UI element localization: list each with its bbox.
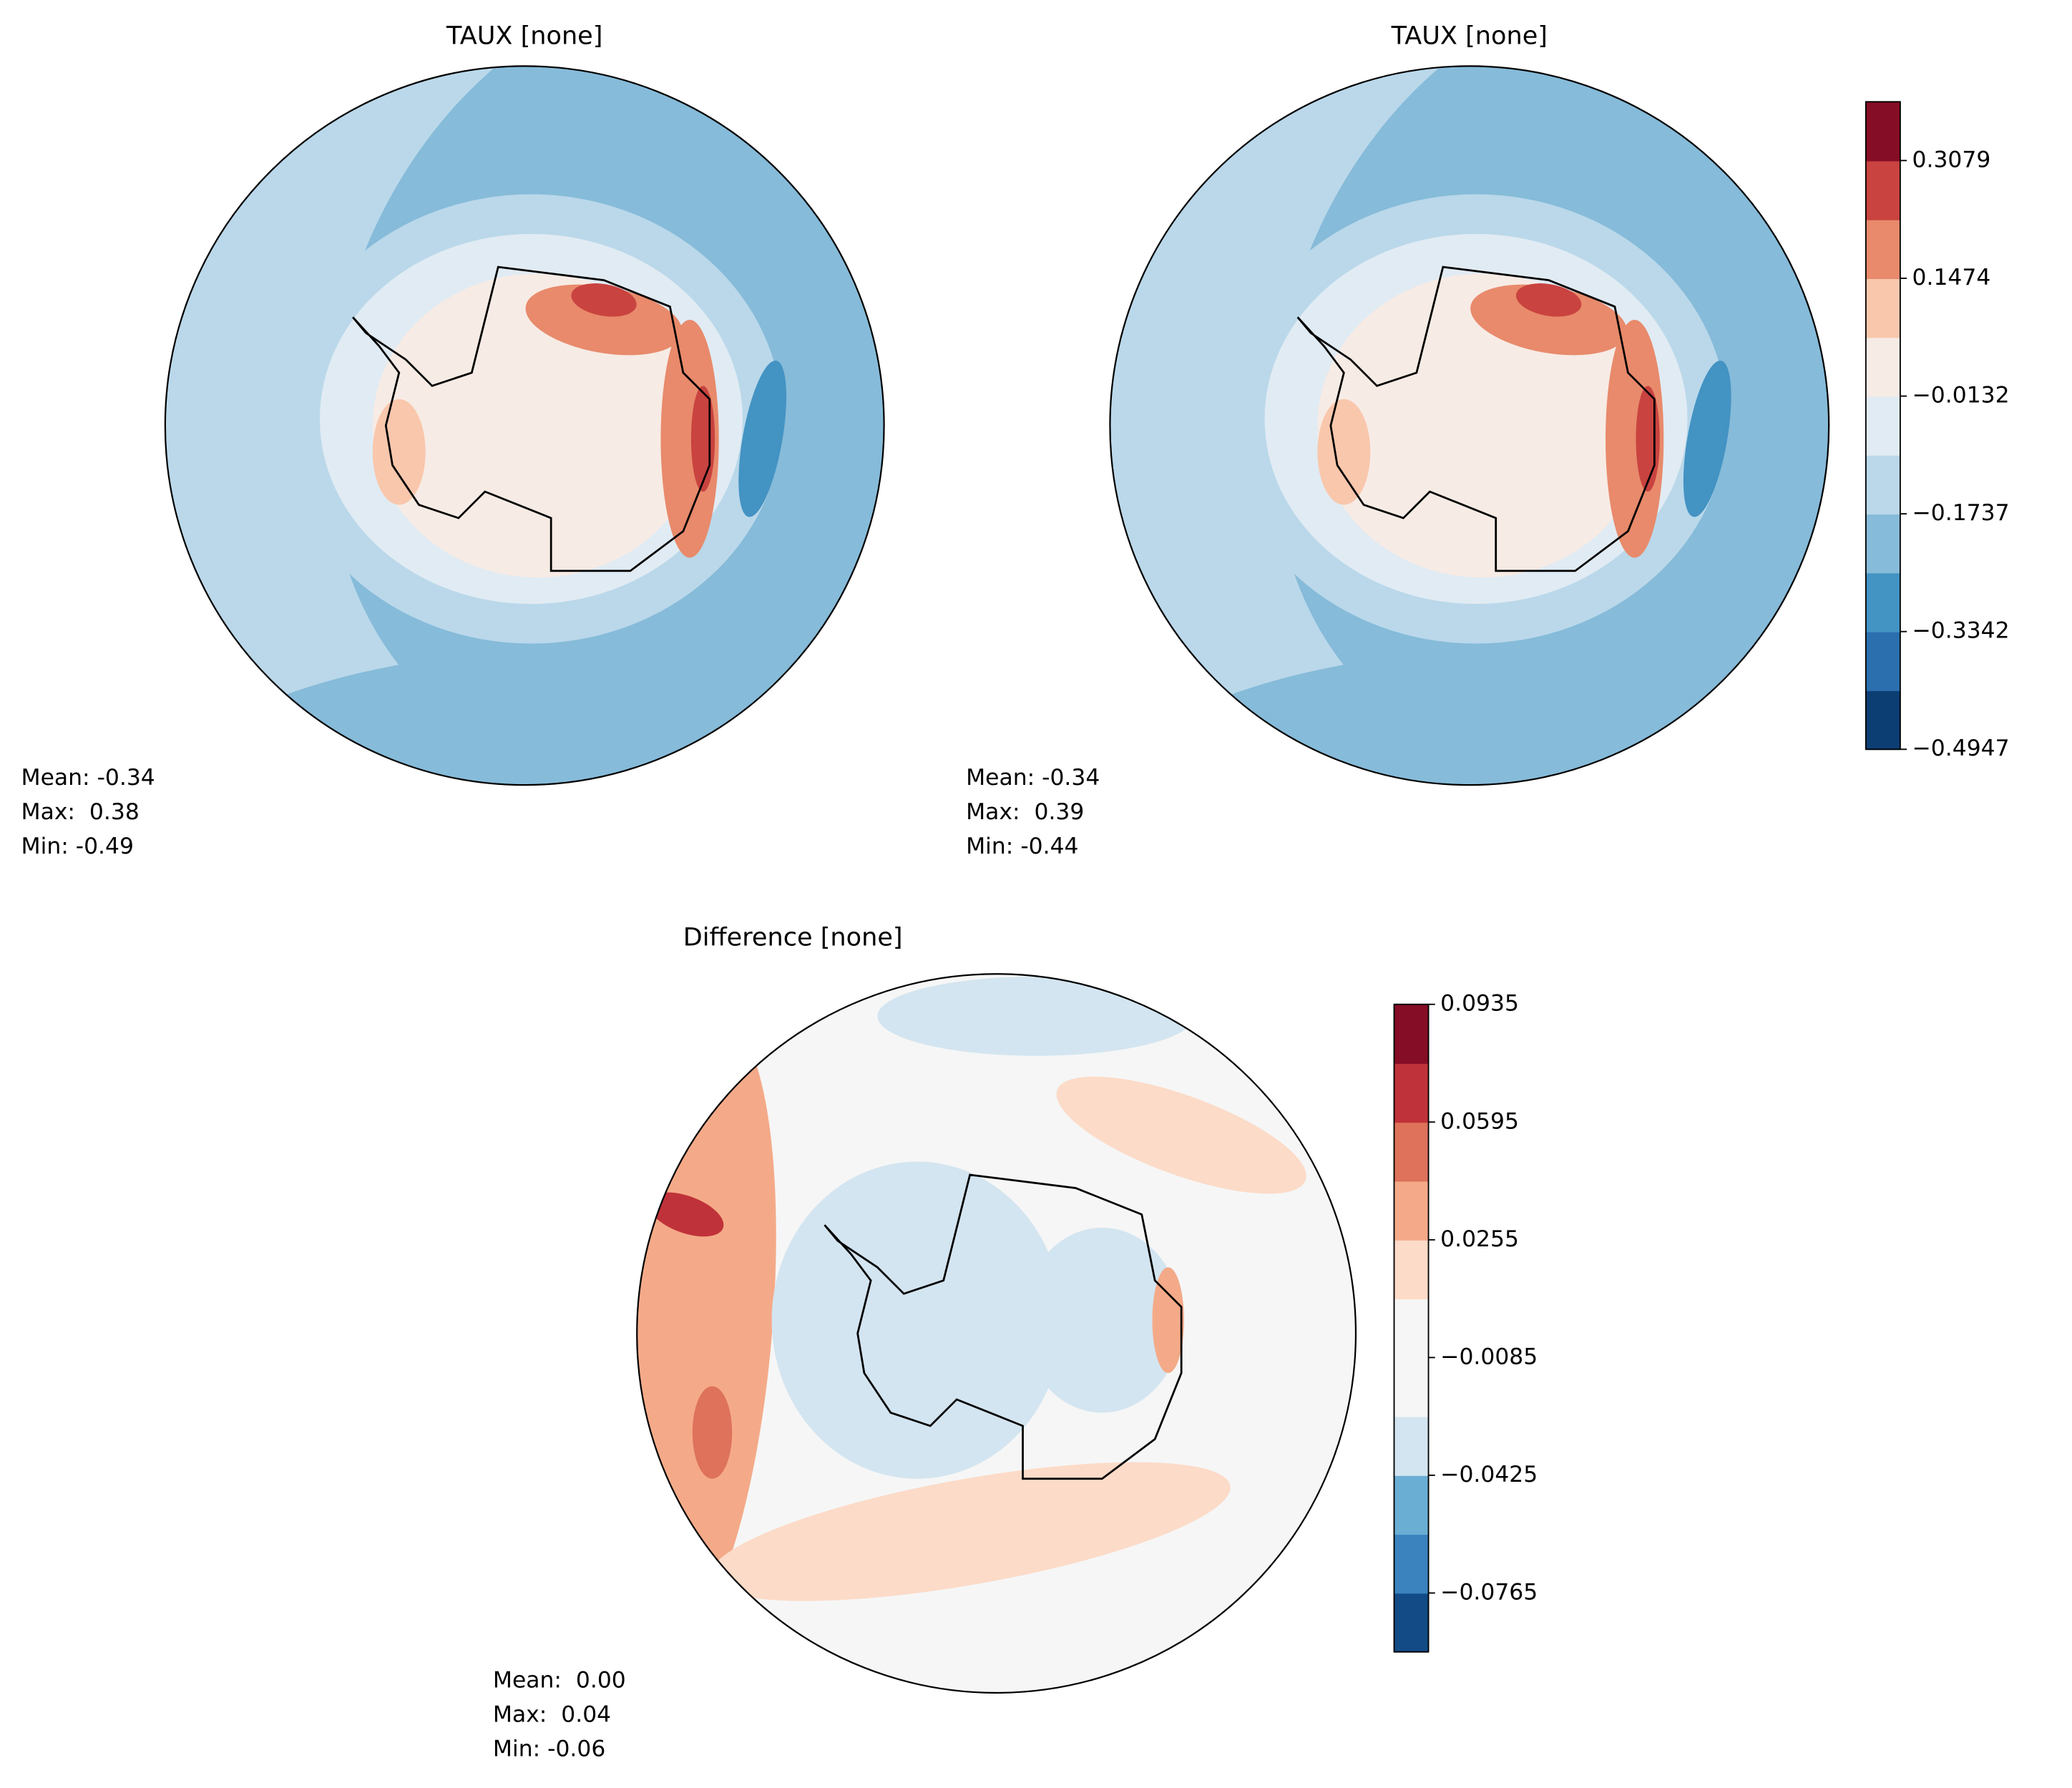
contour-region [648,1192,724,1237]
contour-region [1056,1076,1306,1194]
panel-title: TAUX [none] [1391,21,1548,51]
map [637,974,1356,1693]
stats-text: Max: 0.38 [21,799,140,825]
colorbar-tick-label: −0.0132 [1912,383,2010,409]
map-border [1109,65,1830,786]
colorbar-band [1394,1416,1429,1476]
colorbar-band [1865,219,1900,280]
contour-region [690,386,715,492]
colorbar-tick-label: 0.3079 [1912,147,1991,172]
colorbar-band [1394,1062,1429,1123]
colorbar-band [1865,337,1900,397]
stats-text: Mean: 0.00 [493,1667,626,1693]
colorbar-band [1394,1239,1429,1300]
colorbar-band [1394,1004,1429,1064]
contour-region [1606,320,1664,558]
stats-text: Mean: -0.34 [966,765,1100,791]
coastline [824,1173,1183,1480]
colorbar-tick-label: −0.3342 [1912,618,2010,644]
colorbar-band [1865,396,1900,456]
contour-region [1683,360,1731,517]
panel-title: Difference [none] [683,922,903,952]
stats-text: Min: -0.44 [966,834,1078,859]
colorbar-band [1865,631,1900,691]
contour-region [1022,1227,1182,1413]
colorbar-band [1865,572,1900,632]
contour-region [1152,1267,1184,1374]
colorbar-band [1865,278,1900,338]
stats-text: Min: -0.06 [493,1736,605,1762]
map-border [636,973,1357,1694]
colorbar-tick-label: −0.0765 [1440,1579,1538,1605]
colorbar-tick-label: 0.0935 [1440,991,1519,1017]
colorbar-tick-label: −0.0085 [1440,1344,1538,1369]
colorbar-band [1394,1357,1429,1417]
map [165,66,884,786]
colorbar-band [1394,1475,1429,1535]
panel-title: TAUX [none] [446,21,602,51]
colorbar-band [1394,1181,1429,1241]
map-border [164,65,885,786]
colorbar-tick-label: 0.0255 [1440,1226,1519,1252]
colorbar-band [1394,1593,1429,1653]
colorbar-tick-label: 0.1474 [1912,265,1991,290]
colorbar-frame [1865,101,1901,751]
contour-region [771,1161,1062,1479]
colorbar-band [1394,1534,1429,1594]
colorbar-frame [1393,1003,1430,1653]
contour-region [372,399,426,505]
contour-region [738,360,787,517]
colorbar-tick-label: 0.0595 [1440,1108,1519,1134]
colorbar-tick-label: −0.1737 [1912,500,2010,526]
colorbar-band [1865,454,1900,515]
coastline [1296,265,1656,572]
colorbar-tick-label: −0.4947 [1912,736,2010,761]
stats-text: Mean: -0.34 [21,765,155,791]
colorbar-band [1394,1299,1429,1359]
contour-region [1470,284,1628,356]
colorbar-band [1394,1122,1429,1182]
stats-text: Min: -0.49 [21,834,134,859]
colorbar-band [1865,514,1900,574]
contour-region [571,283,637,317]
colorbar-band [1865,102,1900,162]
colorbar-band [1865,160,1900,220]
coastline [352,265,711,572]
stats-text: Max: 0.39 [966,799,1084,825]
contour-region [1317,399,1371,505]
contour-region [660,320,719,558]
contour-region [525,284,683,356]
contour-region [709,1462,1231,1601]
contour-region [1515,283,1582,317]
contour-region [692,1386,733,1479]
colorbar-band [1865,690,1900,751]
contour-region [1636,386,1660,492]
stats-text: Max: 0.04 [493,1701,611,1727]
colorbar-tick-label: −0.0425 [1440,1462,1538,1487]
contour-region [877,976,1195,1056]
